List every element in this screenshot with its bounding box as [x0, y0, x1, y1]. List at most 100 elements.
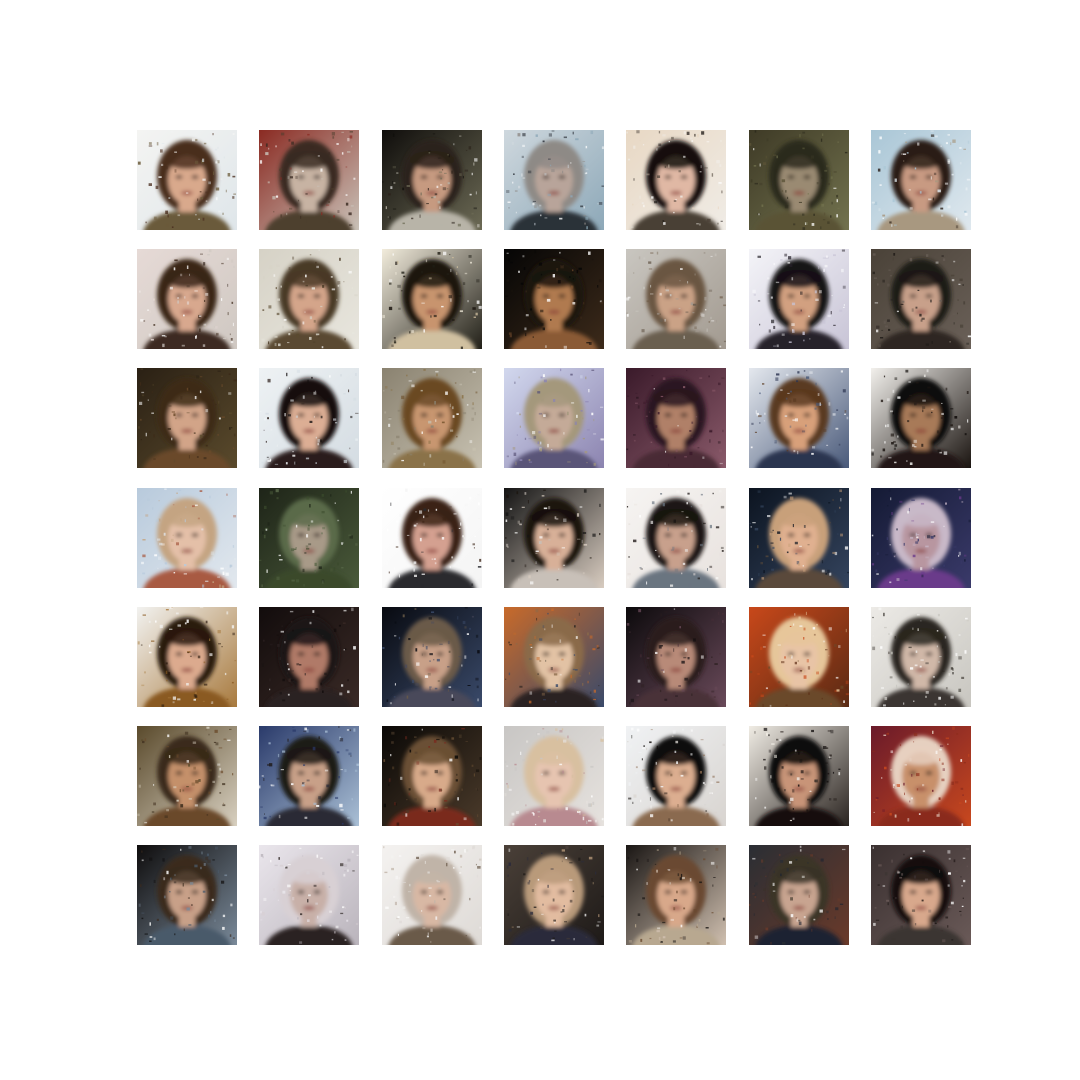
- noise-speckle: [292, 451, 294, 453]
- noise-speckle: [428, 887, 432, 889]
- noise-speckle: [659, 318, 663, 322]
- fringe: [777, 509, 821, 527]
- noise-speckle: [217, 576, 220, 578]
- noise-speckle: [295, 462, 298, 465]
- noise-speckle: [579, 506, 583, 508]
- noise-speckle: [335, 422, 338, 424]
- face-image: [871, 368, 971, 468]
- noise-speckle: [290, 679, 294, 681]
- noise-speckle: [939, 745, 944, 747]
- noise-speckle: [265, 377, 268, 380]
- noise-speckle: [757, 255, 761, 258]
- noise-speckle: [920, 567, 923, 571]
- noise-speckle: [313, 319, 316, 323]
- noise-speckle: [171, 226, 174, 228]
- noise-speckle: [671, 377, 674, 379]
- noise-speckle: [519, 425, 521, 428]
- noise-speckle: [451, 529, 454, 533]
- noise-speckle: [601, 817, 604, 821]
- left-eye: [175, 533, 183, 537]
- noise-speckle: [640, 568, 643, 570]
- noise-speckle: [809, 790, 812, 792]
- noise-speckle: [720, 702, 723, 706]
- noise-speckle: [454, 382, 457, 384]
- noise-speckle: [680, 195, 683, 198]
- noise-speckle: [903, 160, 905, 162]
- noise-speckle: [339, 803, 343, 808]
- face-image: [259, 368, 359, 468]
- noise-speckle: [570, 195, 573, 198]
- noise-speckle: [628, 631, 631, 633]
- noise-speckle: [436, 738, 440, 741]
- face-image: [749, 726, 849, 826]
- fringe: [410, 389, 454, 407]
- face-sample-7-2: [259, 845, 359, 945]
- noise-speckle: [814, 670, 818, 672]
- noise-speckle: [798, 616, 801, 620]
- noise-speckle: [508, 641, 510, 644]
- noise-speckle: [964, 559, 966, 562]
- noise-speckle: [422, 927, 426, 930]
- fringe: [899, 270, 943, 288]
- noise-speckle: [664, 611, 668, 613]
- noise-speckle: [947, 134, 950, 136]
- noise-speckle: [959, 147, 962, 149]
- noise-speckle: [384, 871, 388, 874]
- noise-speckle: [509, 508, 513, 510]
- noise-speckle: [758, 213, 760, 216]
- noise-speckle: [288, 139, 291, 142]
- noise-speckle: [194, 396, 197, 400]
- noise-speckle: [664, 165, 667, 168]
- shoulders: [265, 210, 353, 230]
- noise-speckle: [542, 728, 545, 730]
- noise-speckle: [799, 670, 803, 672]
- noise-speckle: [538, 412, 543, 415]
- noise-speckle: [914, 923, 917, 926]
- noise-speckle: [224, 874, 228, 877]
- noise-speckle: [586, 342, 590, 344]
- noise-speckle: [520, 940, 524, 942]
- noise-speckle: [756, 412, 759, 416]
- noise-speckle: [930, 176, 932, 180]
- noise-speckle: [893, 441, 896, 443]
- noise-speckle: [233, 515, 237, 518]
- noise-speckle: [349, 131, 353, 133]
- noise-speckle: [947, 872, 951, 875]
- noise-speckle: [152, 384, 154, 386]
- noise-speckle: [633, 439, 636, 442]
- noise-speckle: [424, 860, 426, 864]
- noise-speckle: [573, 938, 575, 941]
- noise-speckle: [591, 369, 595, 371]
- noise-speckle: [530, 581, 534, 585]
- noise-speckle: [539, 638, 543, 641]
- noise-speckle: [213, 171, 215, 175]
- noise-speckle: [398, 307, 401, 310]
- noise-speckle: [349, 447, 351, 450]
- noise-speckle: [349, 135, 353, 139]
- noise-speckle: [271, 696, 273, 699]
- noise-speckle: [897, 435, 899, 438]
- noise-speckle: [541, 398, 544, 402]
- noise-speckle: [333, 215, 336, 218]
- noise-speckle: [826, 255, 828, 258]
- noise-speckle: [586, 820, 588, 824]
- noise-speckle: [840, 370, 843, 373]
- noise-speckle: [313, 391, 315, 394]
- noise-speckle: [144, 933, 148, 935]
- noise-speckle: [155, 519, 160, 522]
- noise-speckle: [419, 506, 421, 508]
- noise-speckle: [768, 749, 771, 753]
- noise-speckle: [266, 456, 269, 458]
- noise-speckle: [787, 262, 791, 264]
- noise-speckle: [232, 175, 236, 178]
- noise-speckle: [282, 890, 286, 894]
- noise-speckle: [409, 453, 413, 456]
- noise-speckle: [643, 286, 645, 290]
- noise-speckle: [580, 316, 583, 319]
- noise-speckle: [810, 928, 813, 932]
- noise-speckle: [170, 916, 174, 920]
- noise-speckle: [641, 202, 644, 205]
- noise-speckle: [578, 612, 580, 616]
- noise-speckle: [792, 817, 795, 820]
- noise-speckle: [506, 279, 509, 282]
